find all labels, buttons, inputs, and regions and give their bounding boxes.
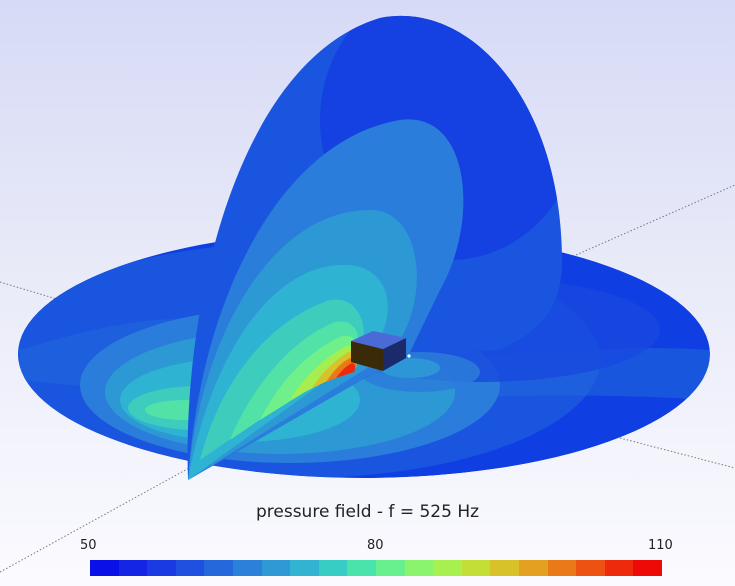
colorbar-swatch — [518, 560, 548, 576]
colorbar-swatch — [90, 560, 119, 576]
colorbar-swatch — [404, 560, 434, 576]
colorbar-swatch — [318, 560, 348, 576]
colorbar-swatch — [147, 560, 176, 576]
colorbar-swatch — [461, 560, 491, 576]
colorbar-swatch — [375, 560, 405, 576]
colorbar — [90, 560, 662, 576]
colorbar-mid-label: 80 — [367, 538, 384, 553]
colorbar-swatch — [604, 560, 634, 576]
colorbar-swatch — [261, 560, 291, 576]
source-box — [351, 331, 406, 371]
colorbar-swatch — [204, 560, 233, 576]
colorbar-swatch — [433, 560, 462, 576]
colorbar-swatch — [576, 560, 605, 576]
colorbar-swatch — [547, 560, 577, 576]
plot-title: pressure field - f = 525 Hz — [255, 502, 480, 522]
colorbar-swatch — [232, 560, 262, 576]
colorbar-swatch — [290, 560, 319, 576]
observer-point — [407, 354, 411, 358]
colorbar-swatch — [347, 560, 376, 576]
colorbar-min-label: 50 — [80, 538, 97, 553]
colorbar-swatch — [118, 560, 148, 576]
colorbar-swatch — [175, 560, 205, 576]
colorbar-swatch — [490, 560, 519, 576]
colorbar-max-label: 110 — [648, 538, 673, 553]
axis-lines — [0, 184, 735, 573]
colorbar-swatch — [633, 560, 662, 576]
